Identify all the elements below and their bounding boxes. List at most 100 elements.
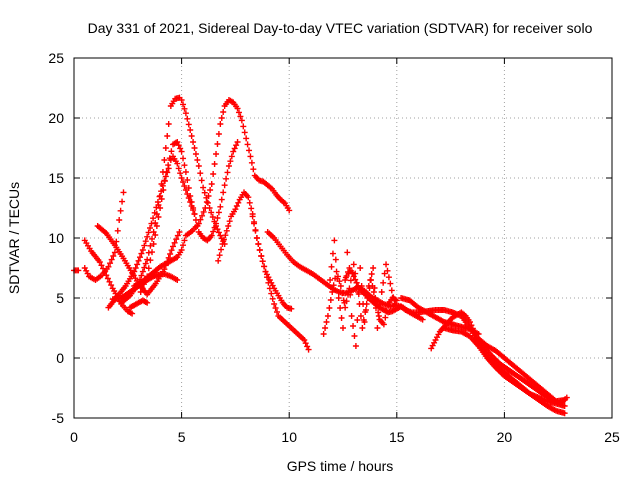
data-point <box>108 282 115 289</box>
series-arc-18 <box>441 325 568 409</box>
data-point <box>350 261 357 268</box>
data-point <box>185 185 192 191</box>
data-point <box>235 109 242 116</box>
data-point <box>235 199 242 206</box>
data-point <box>213 220 220 227</box>
data-point <box>350 273 357 280</box>
data-point <box>197 216 204 223</box>
data-point <box>178 247 185 253</box>
data-point <box>232 206 239 213</box>
data-point <box>145 229 152 236</box>
data-point <box>204 199 211 206</box>
data-point <box>220 189 227 196</box>
data-point <box>327 277 334 283</box>
data-point <box>110 253 117 259</box>
data-point <box>132 265 139 271</box>
data-point <box>184 115 191 122</box>
data-point <box>139 285 146 292</box>
data-point <box>201 189 208 196</box>
data-point <box>329 289 336 295</box>
data-point <box>155 214 162 220</box>
data-point <box>182 169 189 175</box>
data-point <box>210 228 217 235</box>
data-point <box>327 297 334 303</box>
y-tick-label: 20 <box>48 110 64 126</box>
data-point <box>337 283 344 289</box>
data-point <box>346 285 353 292</box>
data-point <box>337 305 344 311</box>
data-point <box>177 170 184 177</box>
data-point <box>380 321 387 328</box>
data-point <box>339 290 346 297</box>
data-point <box>205 193 212 199</box>
data-point <box>372 295 379 301</box>
data-point <box>180 242 187 249</box>
data-point <box>259 258 266 265</box>
data-point <box>370 265 377 271</box>
data-point <box>351 333 358 339</box>
plot-frame <box>73 57 613 419</box>
data-point <box>137 289 144 295</box>
data-point <box>393 297 400 304</box>
data-point <box>322 325 329 331</box>
data-point <box>247 153 254 160</box>
data-point <box>171 239 178 246</box>
x-tick-label: 15 <box>389 429 405 445</box>
data-point <box>234 105 241 112</box>
data-point <box>226 218 233 225</box>
data-point <box>162 173 169 180</box>
data-point <box>184 177 191 183</box>
data-point <box>178 97 185 103</box>
data-point <box>266 285 273 292</box>
data-point <box>388 287 395 294</box>
series-arc-9 <box>126 297 151 311</box>
data-point <box>182 110 189 117</box>
data-point <box>198 177 205 184</box>
data-point <box>160 187 167 193</box>
data-point <box>382 314 389 321</box>
data-point <box>181 162 188 169</box>
data-point <box>221 182 228 189</box>
data-point <box>107 260 114 267</box>
x-tick-label: 10 <box>281 429 297 445</box>
data-point <box>131 268 138 275</box>
data-point <box>199 212 206 219</box>
data-point <box>353 279 360 286</box>
data-point <box>192 151 199 157</box>
data-point <box>176 229 183 235</box>
data-point <box>344 249 351 256</box>
data-point <box>116 217 123 223</box>
data-point <box>385 274 392 281</box>
data-point <box>342 304 349 311</box>
data-point <box>390 294 397 301</box>
data-point <box>234 139 241 145</box>
data-point <box>345 269 352 275</box>
data-point <box>177 145 184 152</box>
data-point <box>381 270 388 277</box>
data-point <box>371 285 378 291</box>
data-point <box>161 178 168 184</box>
data-point <box>149 235 156 242</box>
data-point <box>361 319 368 325</box>
x-tick-label: 5 <box>178 429 186 445</box>
data-point <box>119 198 126 205</box>
data-point <box>286 207 293 214</box>
data-point <box>375 313 382 319</box>
data-point <box>320 331 327 337</box>
data-point <box>168 247 175 254</box>
data-point <box>246 199 253 206</box>
data-point <box>135 257 142 264</box>
data-point <box>561 397 568 403</box>
data-point <box>466 319 473 325</box>
data-point <box>354 317 361 323</box>
data-point <box>104 275 111 282</box>
data-point <box>271 301 278 307</box>
data-point <box>163 169 170 175</box>
data-point <box>108 256 115 263</box>
data-point <box>164 133 171 139</box>
series-arc-19 <box>398 295 482 337</box>
data-point <box>233 203 240 209</box>
data-point <box>384 267 391 274</box>
chart-title: Day 331 of 2021, Sidereal Day-to-day VTE… <box>88 20 593 36</box>
data-point <box>365 283 372 289</box>
